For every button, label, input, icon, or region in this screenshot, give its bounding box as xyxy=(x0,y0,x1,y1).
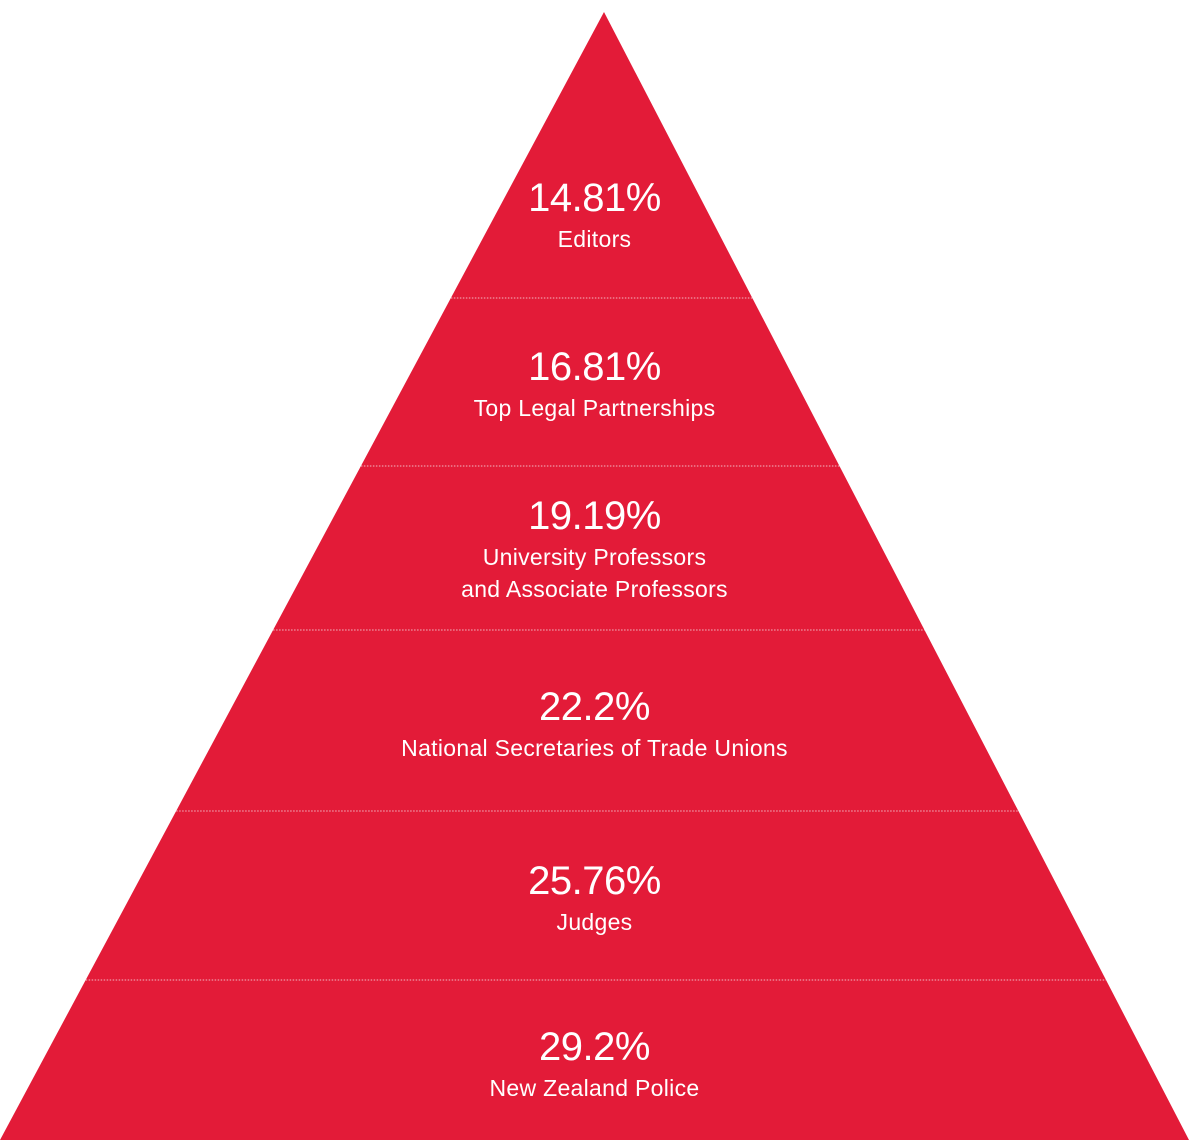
pyramid-shape xyxy=(0,12,1189,1140)
tier-dividers xyxy=(85,297,1107,981)
